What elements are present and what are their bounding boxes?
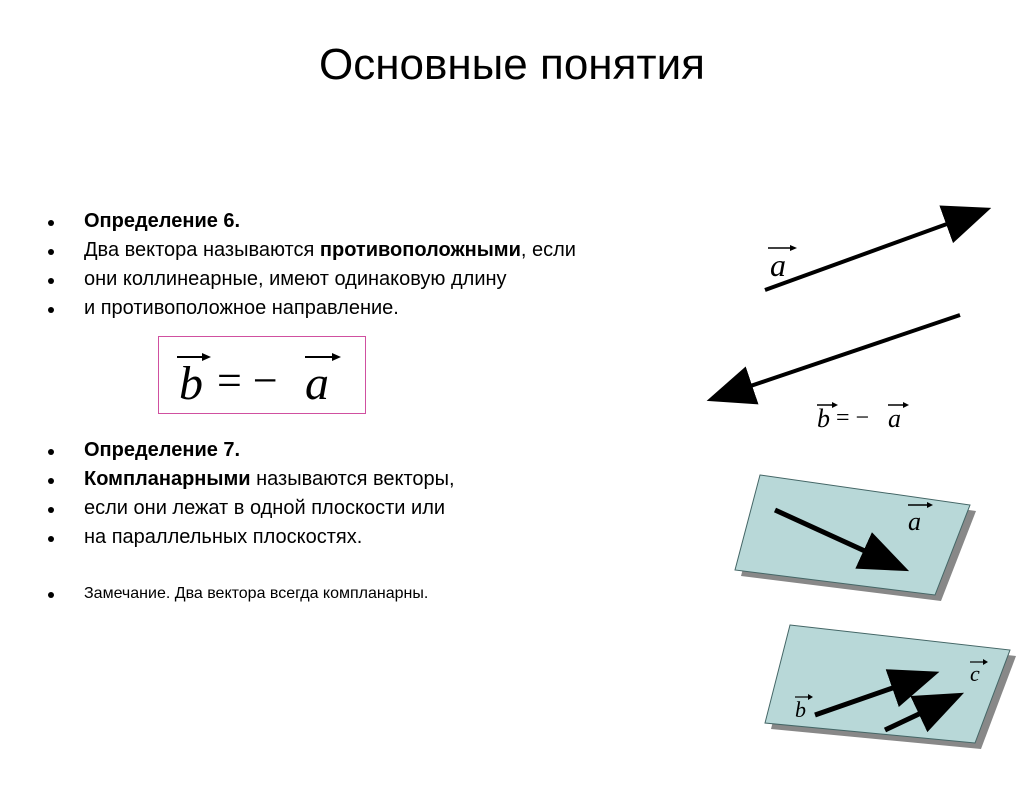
- formula-b: b: [179, 357, 203, 407]
- formula-eq: = −: [217, 356, 278, 405]
- def7-l1a: Компланарными: [84, 468, 251, 490]
- def6-l2: они коллинеарные, имеют одинаковую длину: [84, 268, 688, 291]
- bullet-remark: Замечание. Два вектора всегда компланарн…: [48, 585, 688, 603]
- bullet-def7-line3: на параллельных плоскостях.: [48, 526, 688, 549]
- side-formula-a: a: [888, 404, 901, 430]
- bullet-def7-line1: Компланарными называются векторы,: [48, 468, 688, 491]
- bullet-def6-line1: Два вектора называются противоположными,…: [48, 239, 688, 262]
- plane1-label-a: a: [908, 507, 921, 536]
- def6-l3: и противоположное направление.: [84, 297, 688, 320]
- diagrams-area: a b = − a a: [670, 200, 1010, 770]
- bullet-list: Определение 6. Два вектора называются пр…: [48, 210, 688, 609]
- formula-svg: b = − a: [177, 345, 347, 407]
- plane1-diagram: a: [730, 465, 980, 610]
- def6-l1c: , если: [521, 239, 576, 261]
- side-formula-eq: = −: [836, 405, 869, 430]
- plane2-label-c: c: [970, 661, 980, 686]
- def6-l1a: Два вектора называются: [84, 239, 320, 261]
- bullet-def6-heading: Определение 6.: [48, 210, 688, 233]
- def6-heading-text: Определение 6.: [84, 210, 688, 233]
- plane2-diagram: b c: [760, 615, 1020, 755]
- label-a: a: [770, 247, 786, 283]
- bullet-def7-heading: Определение 7.: [48, 439, 688, 462]
- def7-l2: если они лежат в одной плоскости или: [84, 497, 688, 520]
- page-title: Основные понятия: [0, 40, 1024, 90]
- def6-l1b: противоположными: [320, 239, 521, 261]
- def7-l3: на параллельных плоскостях.: [84, 526, 688, 549]
- def7-heading-text: Определение 7.: [84, 439, 688, 462]
- remark-text: Замечание. Два вектора всегда компланарн…: [84, 585, 688, 603]
- formula-box: b = − a: [158, 336, 366, 414]
- plane2-label-b: b: [795, 697, 806, 722]
- vector-b-arrow: [718, 315, 960, 397]
- vector-a-arrow: [765, 212, 980, 290]
- bullet-def6-line2: они коллинеарные, имеют одинаковую длину: [48, 268, 688, 291]
- formula-a: a: [305, 357, 329, 407]
- bullet-def7-line2: если они лежат в одной плоскости или: [48, 497, 688, 520]
- opposite-vectors-diagram: a b = − a: [670, 200, 1000, 430]
- side-formula-b: b: [817, 404, 830, 430]
- def7-l1b: называются векторы,: [251, 468, 455, 490]
- bullet-def6-line3: и противоположное направление.: [48, 297, 688, 320]
